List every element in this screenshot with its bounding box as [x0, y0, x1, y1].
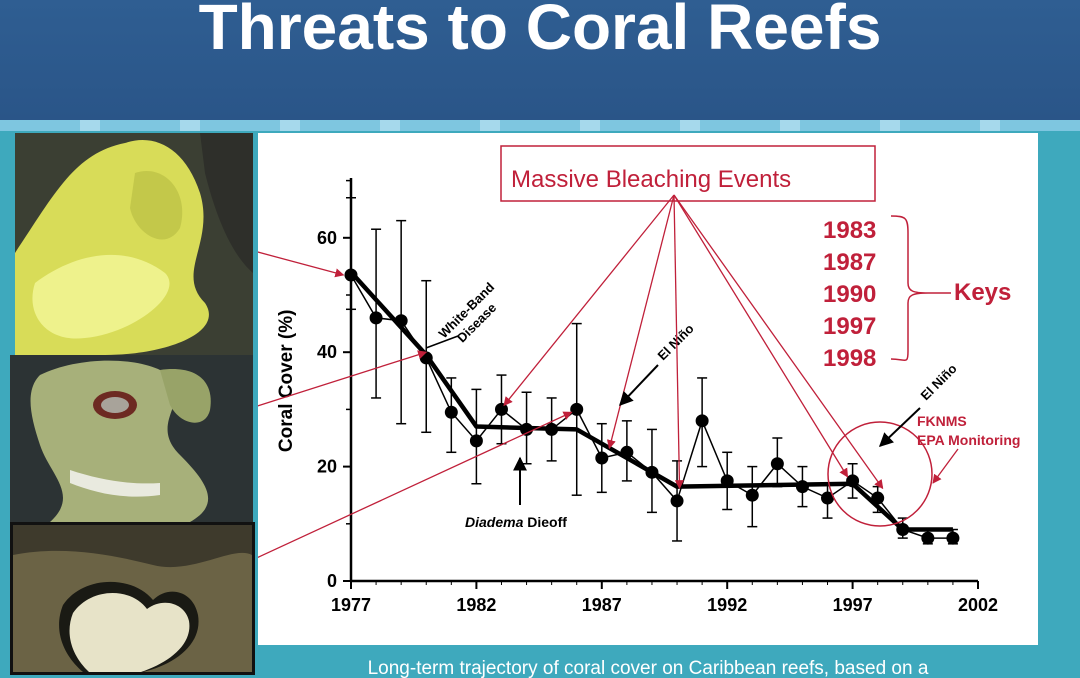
data-point	[921, 531, 935, 545]
white-band-pointer	[425, 335, 459, 349]
x-tick-label: 1977	[331, 595, 371, 615]
photo2-arrow	[258, 350, 428, 407]
bleaching-arrow	[606, 194, 675, 450]
data-point	[795, 480, 809, 494]
data-point	[545, 422, 559, 436]
yellow-band-coral-image	[15, 133, 253, 355]
bleached-coral-image	[13, 525, 252, 672]
data-point	[896, 523, 910, 537]
data-point	[670, 494, 684, 508]
chart-panel	[258, 133, 1038, 645]
diadema-label: Diadema Dieoff	[465, 514, 567, 530]
bleaching-year-label: 1998	[823, 345, 876, 372]
data-point	[344, 268, 358, 282]
photo3-arrow	[258, 411, 573, 559]
photo1-arrow	[258, 251, 345, 278]
data-point	[821, 491, 835, 505]
data-point	[595, 451, 609, 465]
data-point	[620, 445, 634, 459]
y-tick-label: 20	[317, 457, 337, 477]
keys-label: Keys	[954, 279, 1011, 306]
yellow-band-coral-photo	[15, 133, 253, 355]
decorative-stripe	[0, 120, 1080, 131]
y-tick-label: 60	[317, 228, 337, 248]
data-point	[469, 434, 483, 448]
data-point	[846, 474, 860, 488]
el-nino-arrow-1	[619, 364, 659, 407]
bleaching-arrow	[673, 194, 684, 490]
bleaching-box	[500, 145, 876, 202]
epa-label: EPA Monitoring	[917, 432, 1020, 448]
x-tick-label: 1982	[456, 595, 496, 615]
y-tick-label: 40	[317, 342, 337, 362]
bleached-coral-photo	[10, 522, 255, 675]
data-point	[494, 402, 508, 416]
highlight-circle	[827, 421, 933, 527]
data-point	[946, 531, 960, 545]
coral-cover-chart: 0 20 40 60 1977 1982 1987 1992 1997 2002 Coral Cov…	[258, 133, 1038, 645]
slide-title: Threats to Coral Reefs	[198, 0, 882, 63]
data-point	[570, 402, 584, 416]
data-point	[444, 405, 458, 419]
bleaching-year-label: 1997	[823, 313, 876, 340]
x-tick-label: 1997	[833, 595, 873, 615]
x-tick-label: 1992	[707, 595, 747, 615]
data-point	[695, 414, 709, 428]
data-point	[645, 465, 659, 479]
el-nino-arrow-2	[878, 407, 921, 447]
white-band-coral-photo	[10, 355, 253, 522]
y-tick-label: 0	[327, 571, 337, 591]
chart-caption: Long-term trajectory of coral cover on C…	[367, 658, 929, 678]
white-band-coral-image	[10, 355, 253, 522]
data-point	[770, 457, 784, 471]
data-point	[369, 311, 383, 325]
diadema-italic: Diadema	[465, 514, 524, 530]
x-tick-label: 1987	[582, 595, 622, 615]
title-bar: Threats to Coral Reefs	[0, 0, 1080, 120]
data-point	[394, 314, 408, 328]
fknms-arrow	[932, 448, 959, 484]
diadema-rest: Dieoff	[523, 514, 567, 530]
bleaching-year-label: 1987	[823, 249, 876, 276]
bleaching-arrow	[503, 194, 675, 407]
bleaching-year-label: 1990	[823, 281, 876, 308]
bleaching-label: Massive Bleaching Events	[511, 166, 791, 193]
fknms-label: FKNMS	[917, 413, 967, 429]
data-point	[871, 491, 885, 505]
x-tick-label: 2002	[958, 595, 998, 615]
bleaching-year-label: 1983	[823, 217, 876, 244]
data-point	[720, 474, 734, 488]
data-point	[745, 488, 759, 502]
data-point	[520, 422, 534, 436]
bleaching-arrow	[673, 194, 849, 478]
bleaching-arrow	[673, 194, 884, 490]
y-axis-label: Coral Cover (%)	[276, 310, 297, 453]
